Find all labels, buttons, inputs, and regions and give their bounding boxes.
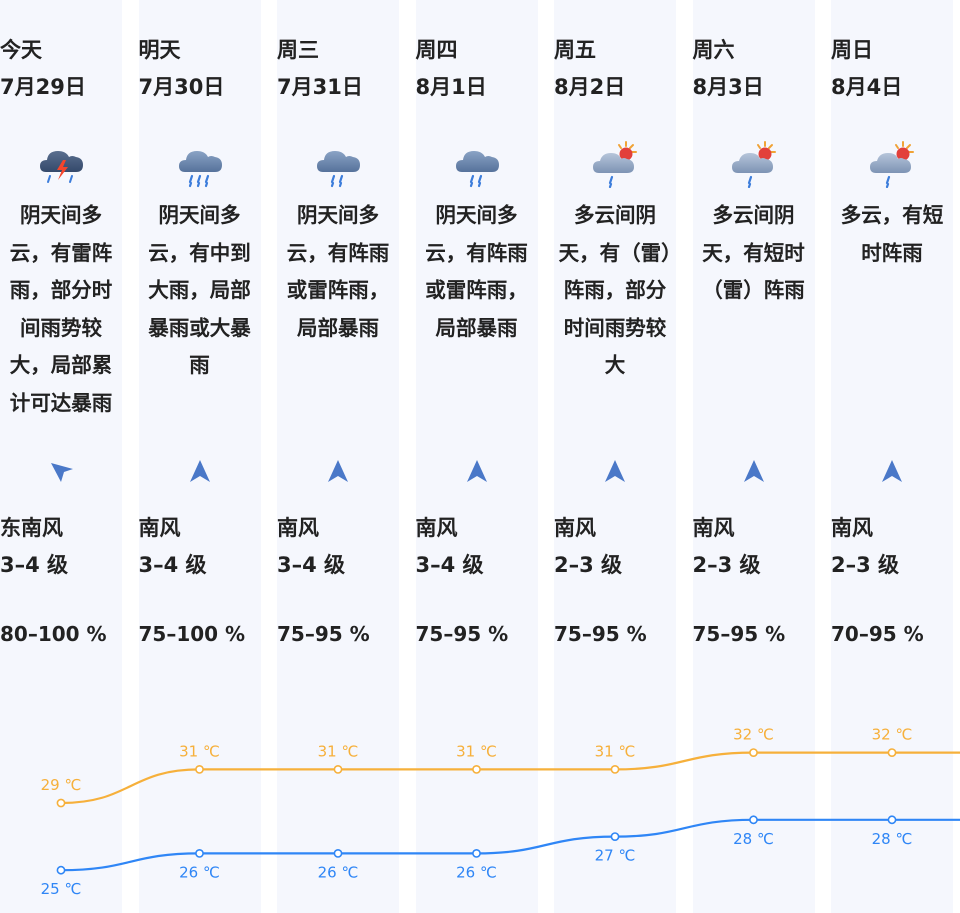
day-column: 周四 8月1日阴天间多云，有阵雨或雷阵雨，局部暴雨南风 3–4 级 75–95 % — [415, 0, 538, 913]
wind-level: 3–4 级 — [138, 553, 207, 577]
day-column: 明天 7月30日阴天间多云，有中到大雨，局部暴雨或大暴雨南风 3–4 级 75–100… — [138, 0, 261, 913]
day-date: 7月29日 — [0, 75, 86, 99]
humidity: 75–95 % — [692, 622, 786, 646]
day-name: 周五 — [554, 38, 596, 62]
day-date: 8月4日 — [831, 75, 903, 99]
day-date: 7月30日 — [138, 75, 225, 99]
wind-level: 3–4 级 — [0, 553, 69, 577]
day-name: 明天 — [138, 38, 181, 62]
day-column: 周三 7月31日阴天间多云，有阵雨或雷阵雨，局部暴雨南风 3–4 级 75–95 % — [277, 0, 399, 913]
wind-direction: 南风 — [277, 516, 319, 540]
humidity: 80–100 % — [0, 622, 107, 646]
sun-cloud-rain-icon — [731, 141, 776, 188]
day-date: 8月2日 — [554, 75, 626, 99]
rain-cloud-icon — [455, 151, 499, 188]
arrow-up-icon — [605, 460, 625, 482]
day-column: 周日 8月4日多云，有短时阵雨南风 2–3 级 70–95 % — [831, 0, 953, 913]
humidity: 75–95 % — [415, 622, 509, 646]
wind-direction: 南风 — [415, 516, 458, 540]
weather-description: 多云间阴天，有短时（雷）阵雨 — [702, 203, 805, 302]
humidity: 75–95 % — [277, 622, 370, 646]
day-column: 周六 8月3日多云间阴天，有短时（雷）阵雨南风 2–3 级 75–95 % — [692, 0, 815, 913]
day-date: 8月1日 — [415, 75, 487, 99]
wind-direction: 南风 — [692, 516, 735, 540]
wind-level: 2–3 级 — [692, 553, 761, 577]
weather-description: 多云间阴天，有（雷）阵雨，部分时间雨势较大 — [558, 203, 672, 377]
weather-description: 阴天间多云，有阵雨或雷阵雨，局部暴雨 — [425, 203, 528, 340]
sun-cloud-rain-icon — [870, 141, 914, 188]
day-name: 周四 — [415, 38, 458, 62]
day-date: 8月3日 — [692, 75, 764, 99]
day-column: 今天 7月29日阴天间多云，有雷阵雨，部分时间雨势较大，局部累计可达暴雨东南风 3–… — [0, 0, 122, 913]
humidity: 75–100 % — [138, 622, 246, 646]
day-column: 周五 8月2日多云间阴天，有（雷）阵雨，部分时间雨势较大南风 2–3 级 75–95 … — [554, 0, 676, 913]
wind-level: 3–4 级 — [277, 553, 346, 577]
wind-direction: 南风 — [554, 516, 596, 540]
arrow-up-icon — [743, 460, 764, 482]
arrow-up-icon — [882, 460, 902, 482]
weather-description: 多云，有短时阵雨 — [840, 203, 944, 265]
sun-cloud-rain-icon — [593, 141, 637, 188]
weather-description: 阴天间多云，有阵雨或雷阵雨，局部暴雨 — [286, 203, 390, 340]
thunderstorm-cloud-icon — [40, 151, 83, 183]
rain-cloud-icon — [317, 151, 360, 188]
day-name: 周三 — [277, 38, 319, 62]
wind-level: 2–3 级 — [831, 553, 900, 577]
weather-description: 阴天间多云，有雷阵雨，部分时间雨势较大，局部累计可达暴雨 — [9, 203, 113, 415]
weather-description: 阴天间多云，有中到大雨，局部暴雨或大暴雨 — [148, 203, 251, 377]
arrow-up-icon — [189, 460, 210, 482]
wind-direction: 南风 — [831, 516, 873, 540]
day-date: 7月31日 — [277, 75, 363, 99]
day-name: 周六 — [692, 38, 735, 62]
heavy-rain-cloud-icon — [178, 151, 222, 188]
wind-direction: 东南风 — [0, 516, 63, 540]
arrow-up-icon — [328, 460, 348, 482]
arrow-up-left-icon — [51, 463, 73, 482]
day-name: 今天 — [0, 38, 42, 62]
wind-direction: 南风 — [138, 516, 181, 540]
wind-level: 3–4 级 — [415, 553, 484, 577]
wind-level: 2–3 级 — [554, 553, 623, 577]
day-name: 周日 — [831, 38, 873, 62]
arrow-up-icon — [466, 460, 487, 482]
humidity: 75–95 % — [554, 622, 647, 646]
humidity: 70–95 % — [831, 622, 924, 646]
